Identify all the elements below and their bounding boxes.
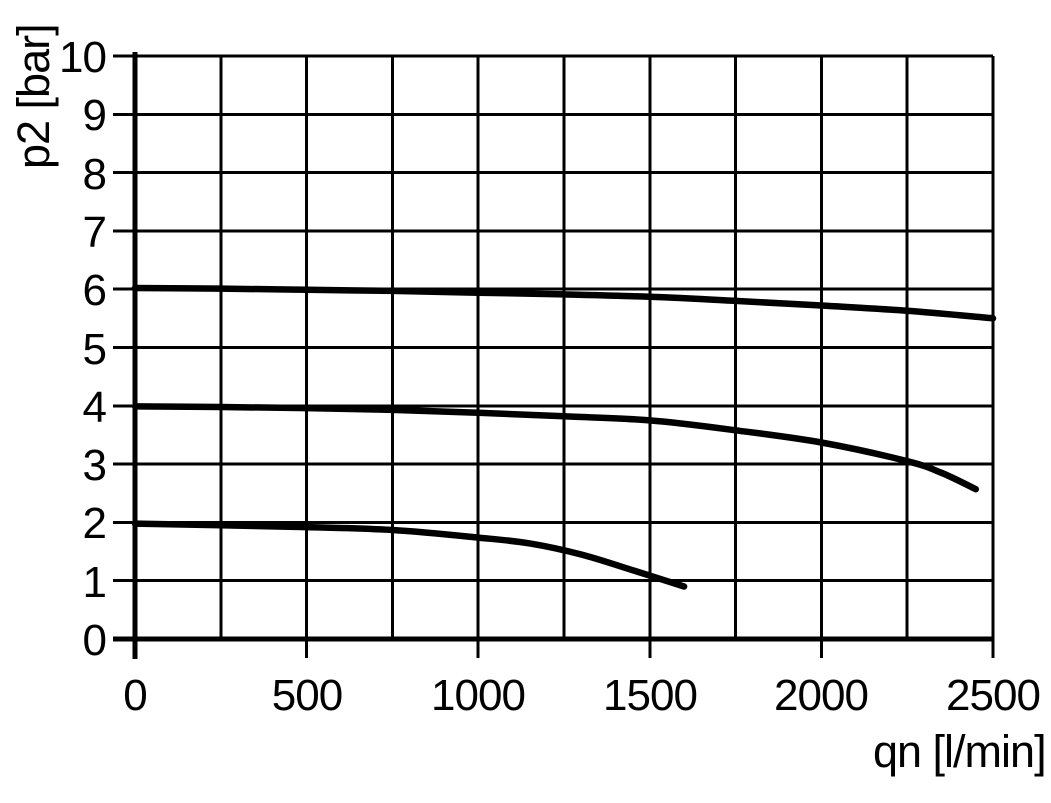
x-tick-label: 1500 bbox=[603, 671, 697, 720]
curve-2bar bbox=[131, 520, 688, 590]
x-tick-label: 500 bbox=[272, 671, 342, 720]
curve-4bar bbox=[131, 403, 980, 493]
x-tick-label: 0 bbox=[123, 671, 146, 720]
y-tick-label: 8 bbox=[83, 150, 106, 199]
y-axis-title: p2 [bar] bbox=[8, 24, 59, 169]
x-tick-label: 2500 bbox=[946, 671, 1040, 720]
y-tick-label: 3 bbox=[83, 441, 106, 490]
y-tick-label: 10 bbox=[59, 33, 106, 82]
y-tick-label: 2 bbox=[83, 499, 106, 548]
x-axis-title: qn [l/min] bbox=[873, 726, 1047, 777]
y-tick-label: 4 bbox=[83, 383, 107, 432]
x-tick-label: 1000 bbox=[431, 671, 525, 720]
y-tick-label: 0 bbox=[83, 616, 106, 665]
curve-6bar bbox=[131, 284, 997, 322]
y-tick-label: 9 bbox=[83, 91, 106, 140]
y-tick-label: 1 bbox=[83, 558, 106, 607]
y-tick-label: 6 bbox=[83, 266, 106, 315]
y-tick-label: 5 bbox=[83, 325, 106, 374]
y-tick-label: 7 bbox=[83, 208, 106, 257]
x-tick-label: 2000 bbox=[774, 671, 868, 720]
